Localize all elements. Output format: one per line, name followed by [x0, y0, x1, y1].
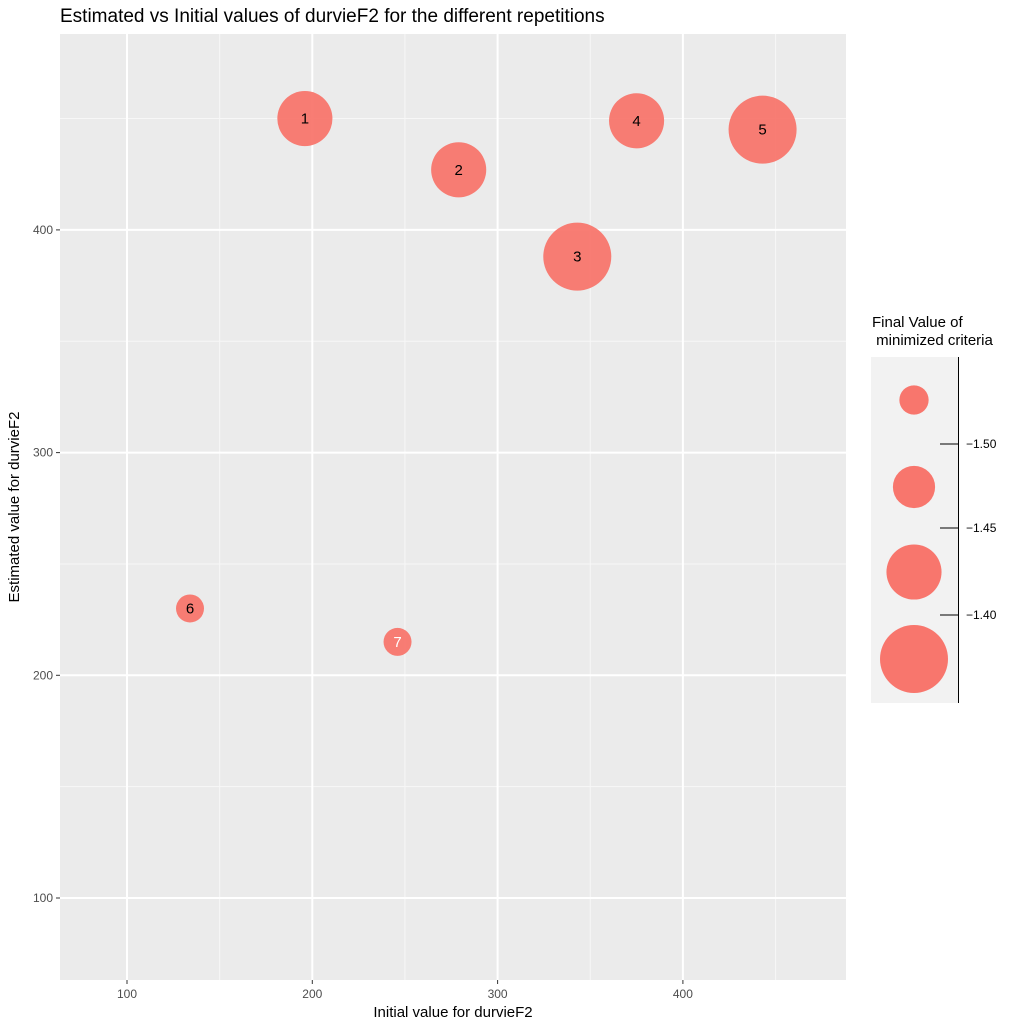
y-tick-label: 300 [33, 446, 53, 460]
legend-title-line1: Final Value of [872, 314, 963, 331]
data-point: 2 [431, 142, 487, 198]
data-point: 7 [383, 627, 412, 656]
point-label: 1 [301, 111, 309, 128]
legend-label: −1.40 [966, 608, 997, 622]
legend: Final Value of minimized criteria −1.50−… [871, 314, 997, 703]
plot-panel: 1 2 3 4 5 6 7 [60, 34, 846, 980]
y-tick-label: 400 [33, 223, 53, 237]
legend-size-key [880, 625, 948, 693]
x-axis-title: Initial value for durvieF2 [373, 1004, 532, 1021]
data-point: 4 [609, 93, 665, 149]
legend-size-key [886, 544, 942, 600]
y-tick-label: 100 [33, 891, 53, 905]
point-label: 2 [455, 162, 463, 179]
data-points: 1 2 3 4 5 6 7 [176, 91, 797, 656]
y-tick-label: 200 [33, 668, 53, 682]
point-label: 4 [632, 113, 640, 130]
legend-size-key [899, 385, 929, 415]
chart-title: Estimated vs Initial values of durvieF2 … [60, 6, 605, 27]
x-tick-label: 300 [488, 987, 508, 1001]
legend-label: −1.50 [966, 437, 997, 451]
x-tick-label: 200 [302, 987, 322, 1001]
legend-keys: −1.50 −1.45 −1.40 [880, 385, 997, 693]
y-axis-title: Estimated value for durvieF2 [6, 412, 23, 603]
x-tick-label: 400 [673, 987, 693, 1001]
data-point: 1 [277, 91, 333, 147]
x-axis: 100 200 300 400 [117, 980, 693, 1001]
data-point: 6 [176, 594, 205, 623]
legend-label: −1.45 [966, 521, 997, 535]
data-point: 5 [728, 95, 797, 164]
point-label: 6 [186, 600, 194, 617]
x-tick-label: 100 [117, 987, 137, 1001]
grid-lines [60, 34, 846, 980]
legend-title-line2: minimized criteria [872, 332, 994, 349]
y-axis: 100 200 300 400 [33, 223, 60, 905]
point-label: 5 [758, 122, 766, 139]
data-point: 3 [543, 222, 612, 291]
point-label: 3 [573, 249, 581, 266]
point-label: 7 [393, 634, 401, 651]
legend-size-key [892, 465, 936, 509]
